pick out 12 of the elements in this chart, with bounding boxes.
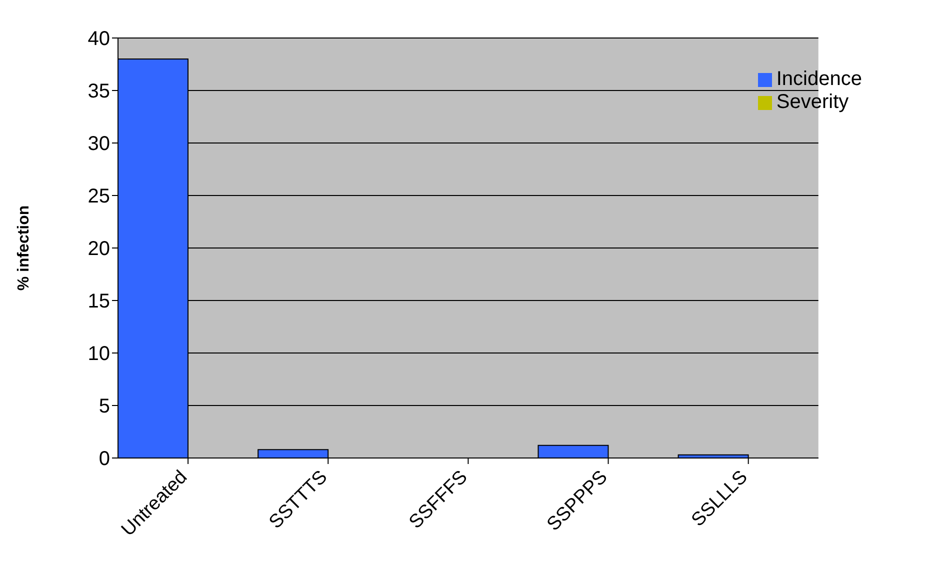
y-tick-label: 15 <box>88 290 110 313</box>
y-tick-label: 40 <box>88 28 110 50</box>
y-tick-label: 30 <box>88 133 110 156</box>
y-tick-label: 5 <box>98 396 110 418</box>
y-tick-label: 25 <box>88 186 110 208</box>
legend-label: Severity <box>776 91 849 113</box>
y-axis-title: % infection <box>16 205 33 291</box>
y-tick-label: 20 <box>88 238 110 260</box>
legend-label: Incidence <box>776 68 862 90</box>
y-tick-label: 0 <box>98 448 110 470</box>
y-tick-label: 35 <box>88 80 110 103</box>
y-tick-label: 10 <box>88 343 110 366</box>
